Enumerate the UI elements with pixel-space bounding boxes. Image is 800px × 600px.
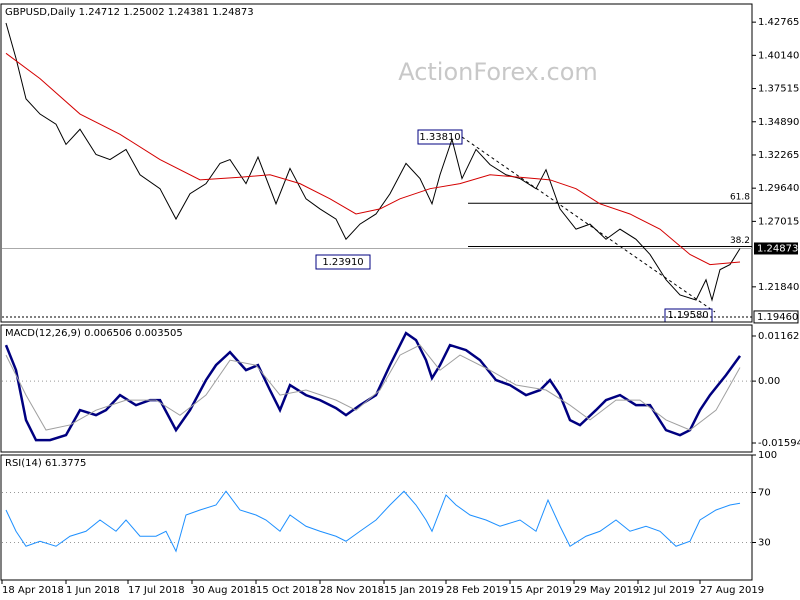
x-tick-label: 12 Jul 2019 xyxy=(638,585,695,596)
fib-label: 38.2 xyxy=(730,236,750,246)
series-line xyxy=(5,490,741,553)
last-price-box xyxy=(754,242,798,255)
x-tick-label: 1 Jun 2018 xyxy=(66,585,120,596)
panel-border xyxy=(0,3,753,323)
fib-label: 61.8 xyxy=(730,193,750,203)
annotation-box xyxy=(417,129,463,145)
support-box xyxy=(753,310,799,324)
annotation-box xyxy=(315,254,371,270)
y-tick-label: 1.40140 xyxy=(758,50,799,61)
x-tick-label: 17 Jul 2018 xyxy=(128,585,185,596)
y-tick-label: 1.32265 xyxy=(758,150,799,161)
panel-title: RSI(14) 61.3775 xyxy=(5,458,86,469)
x-tick-label: 27 Aug 2019 xyxy=(700,585,764,596)
y-tick-label: 0.00 xyxy=(758,376,780,387)
y-tick-label: 0.011629 xyxy=(758,331,800,342)
y-tick-label: 1.37515 xyxy=(758,84,799,95)
y-tick-label: 1.29640 xyxy=(758,183,799,194)
panel-title: GBPUSD,Daily 1.24712 1.25002 1.24381 1.2… xyxy=(5,7,254,18)
x-tick-label: 30 Aug 2018 xyxy=(192,585,256,596)
x-tick-label: 15 Jan 2019 xyxy=(384,585,444,596)
panel-title: MACD(12,26,9) 0.006506 0.003505 xyxy=(5,328,183,339)
x-tick-label: 18 Apr 2018 xyxy=(2,585,64,596)
y-tick-label: 30 xyxy=(758,538,771,549)
x-tick-label: 28 Feb 2019 xyxy=(446,585,508,596)
series-line xyxy=(5,52,741,266)
y-tick-label: 100 xyxy=(758,450,777,461)
y-tick-label: 1.21840 xyxy=(758,282,799,293)
x-tick-label: 29 May 2019 xyxy=(574,585,639,596)
watermark: ActionForex.com xyxy=(398,58,598,86)
panel-border xyxy=(0,324,753,453)
last-price-label: 1.24873 xyxy=(757,243,798,254)
y-tick-label: 1.27015 xyxy=(758,216,799,227)
annotation: 1.23910 xyxy=(322,257,363,268)
series-line xyxy=(5,22,741,302)
annotation: 1.19580 xyxy=(667,310,708,321)
y-tick-label: 70 xyxy=(758,488,771,499)
panel-border xyxy=(0,454,753,581)
x-tick-label: 15 Oct 2018 xyxy=(256,585,318,596)
annotation: 1.33810 xyxy=(419,132,460,143)
x-tick-label: 28 Nov 2018 xyxy=(320,585,384,596)
y-tick-label: -0.015949 xyxy=(758,438,800,449)
series-line xyxy=(5,344,741,431)
y-tick-label: 1.34890 xyxy=(758,117,799,128)
y-tick-label: 1.42765 xyxy=(758,17,799,28)
support-label: 1.19460 xyxy=(757,312,798,323)
x-tick-label: 15 Apr 2019 xyxy=(510,585,572,596)
